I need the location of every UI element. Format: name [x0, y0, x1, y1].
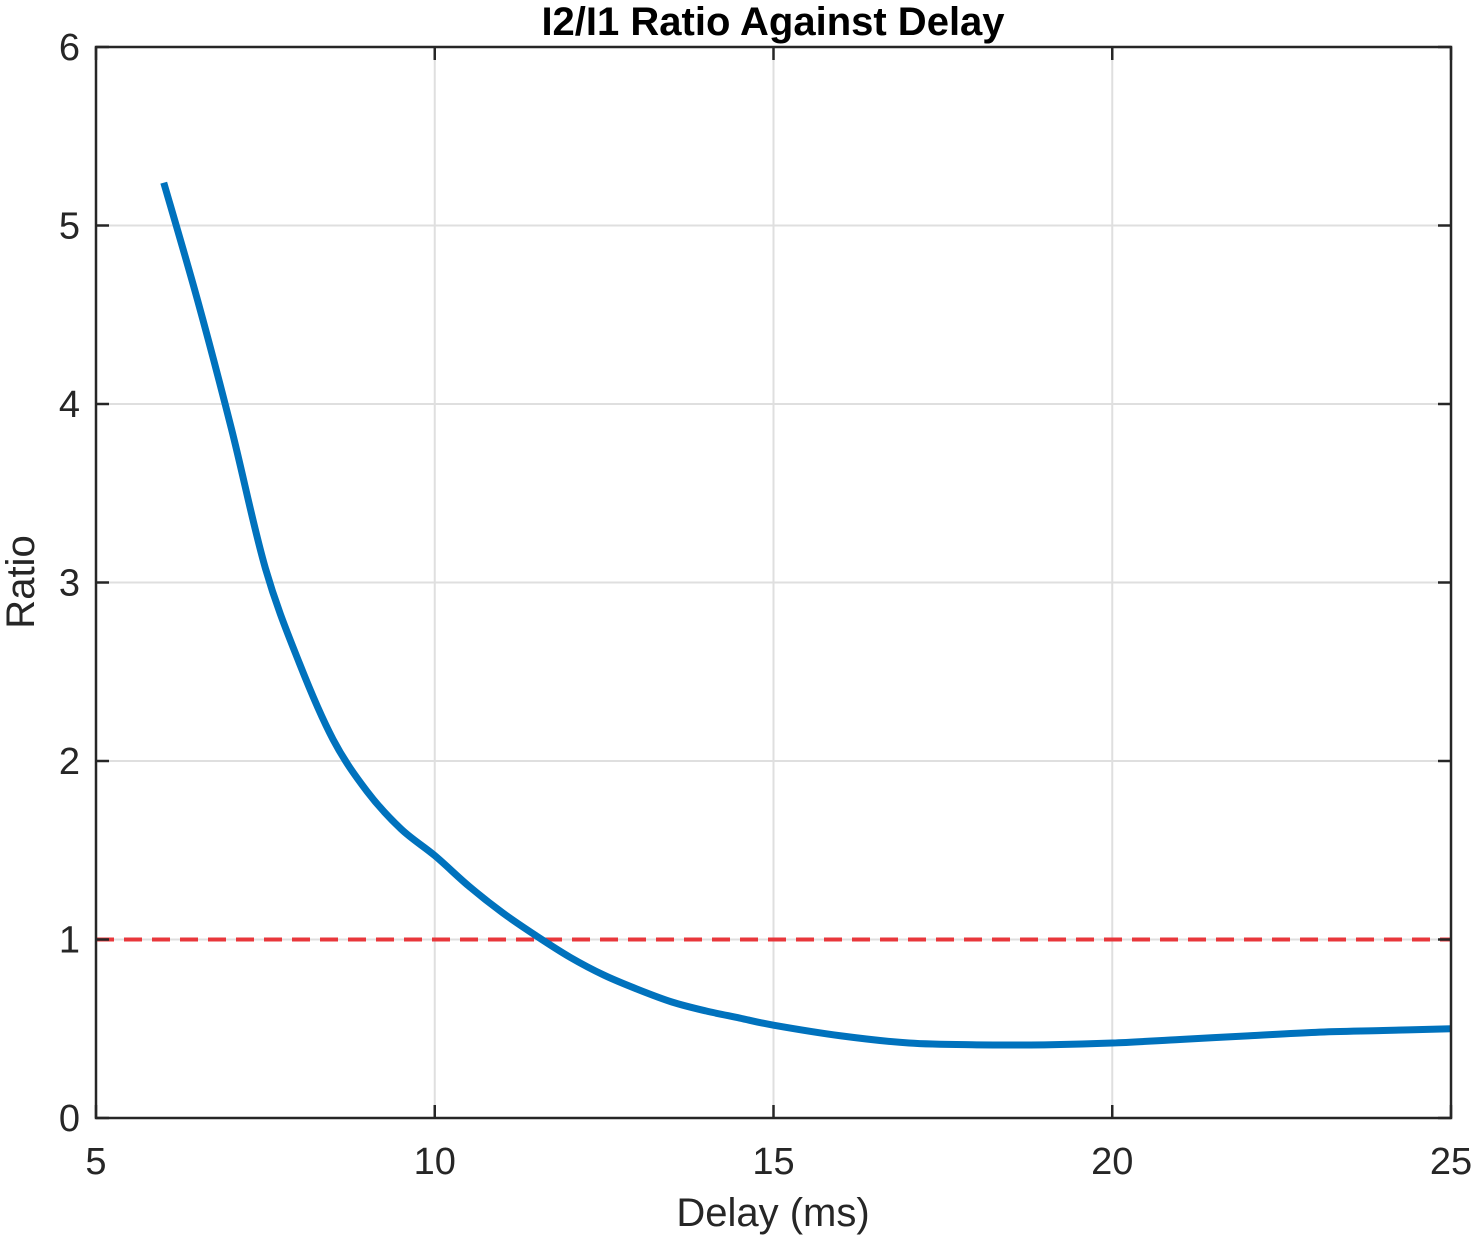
- y-tick-label: 6: [59, 27, 80, 69]
- x-axis-label: Delay (ms): [676, 1191, 869, 1235]
- y-tick-label: 2: [59, 741, 80, 783]
- y-tick-label: 0: [59, 1098, 80, 1140]
- series-layer: [96, 181, 1452, 1049]
- chart-title: I2/I1 Ratio Against Delay: [541, 0, 1005, 44]
- x-tick-label: 10: [414, 1141, 456, 1183]
- y-tick-label: 3: [59, 563, 80, 605]
- x-tick-label: 15: [752, 1141, 794, 1183]
- tick-labels: 5 10 15 20 25 0 1 2 3 4 5 6: [59, 27, 1472, 1183]
- y-axis-label: Ratio: [0, 535, 43, 628]
- x-tick-label: 25: [1430, 1141, 1472, 1183]
- y-tick-label: 4: [59, 384, 80, 426]
- ticks: [94, 45, 1453, 1120]
- y-tick-label: 5: [59, 206, 80, 248]
- y-tick-label: 1: [59, 920, 80, 962]
- x-tick-label: 5: [85, 1141, 106, 1183]
- ratio-line: [160, 181, 1452, 1049]
- x-tick-label: 20: [1091, 1141, 1133, 1183]
